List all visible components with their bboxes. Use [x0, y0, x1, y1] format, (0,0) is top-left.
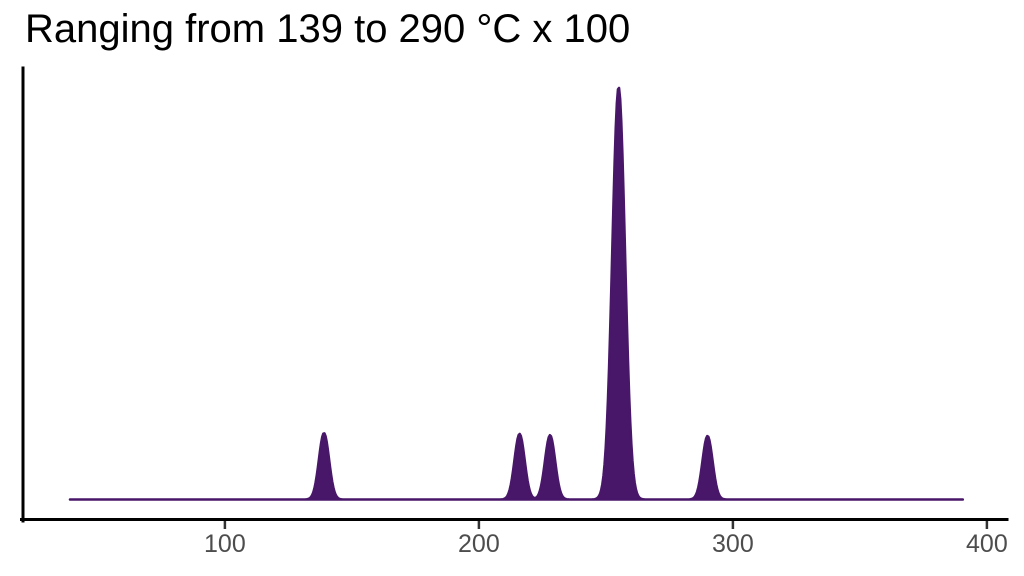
- x-axis-ticks: 100 200 300 400: [204, 521, 1008, 558]
- chart-title: Ranging from 139 to 290 °C x 100: [25, 7, 631, 51]
- x-tick-label: 200: [458, 530, 500, 558]
- x-tick-label: 100: [204, 530, 246, 558]
- x-tick-200: 200: [458, 521, 500, 558]
- density-curve: [68, 86, 965, 501]
- x-tick-300: 300: [712, 521, 754, 558]
- x-tick-label: 400: [966, 530, 1008, 558]
- x-tick-label: 300: [712, 530, 754, 558]
- x-tick-400: 400: [966, 521, 1008, 558]
- x-tick-100: 100: [204, 521, 246, 558]
